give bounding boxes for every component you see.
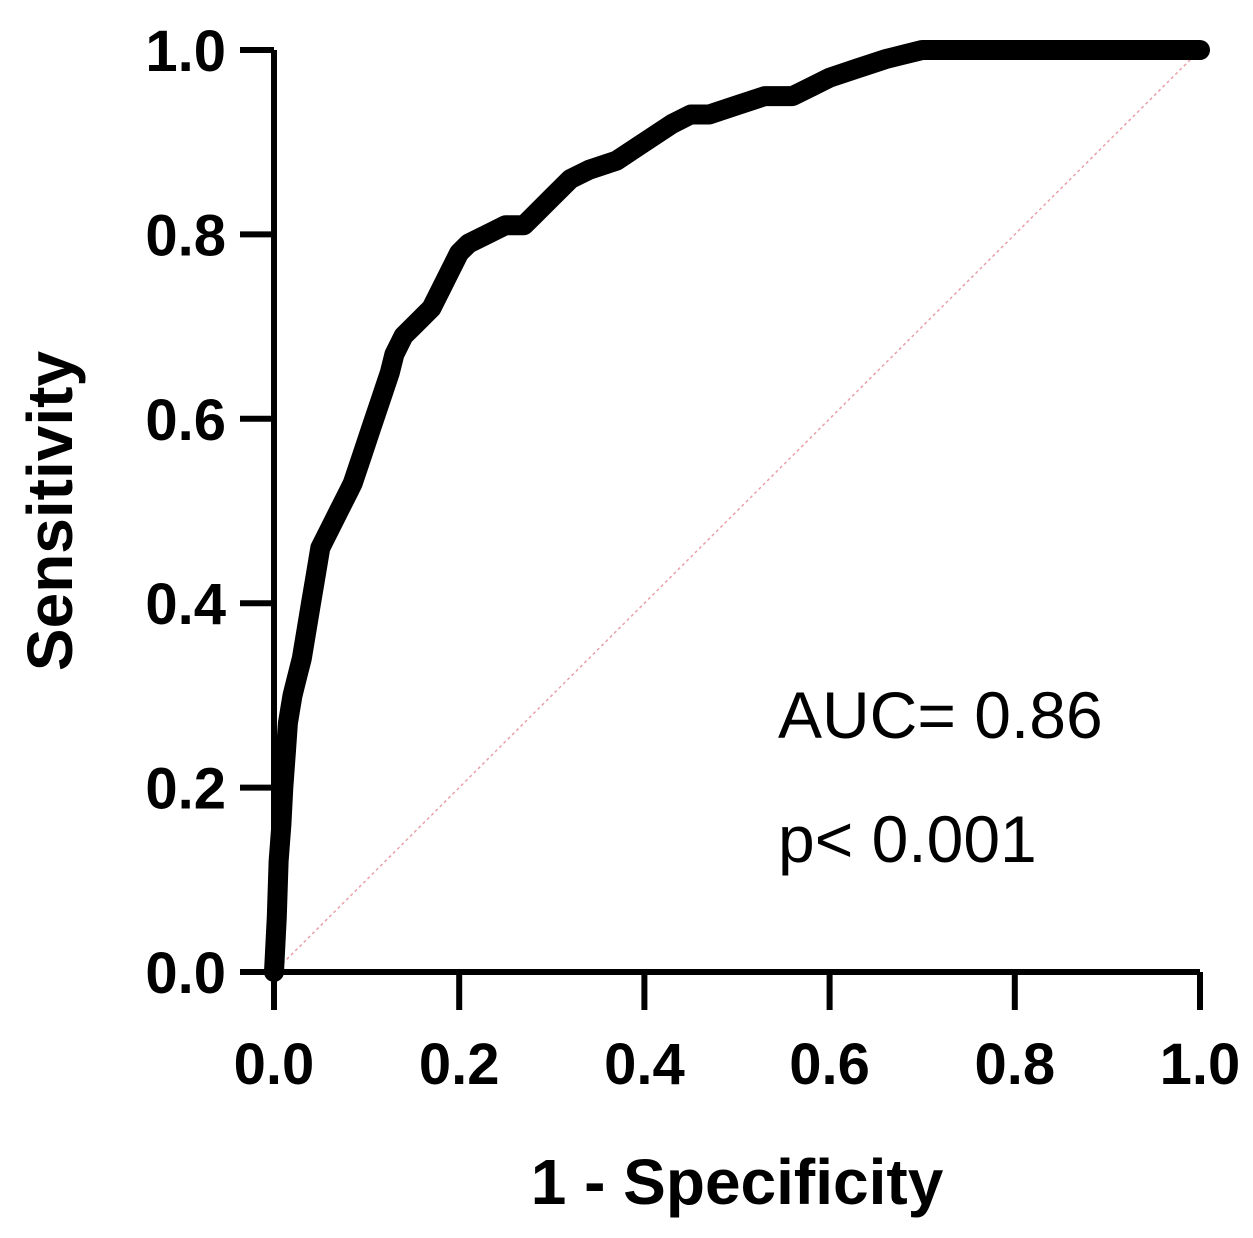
y-tick-label: 0.4 xyxy=(145,572,226,637)
y-tick-label: 0.8 xyxy=(145,203,226,268)
x-tick-label: 0.0 xyxy=(234,1032,315,1097)
x-tick-label: 0.2 xyxy=(419,1032,500,1097)
y-tick-label: 1.0 xyxy=(145,19,226,84)
y-tick-label: 0.2 xyxy=(145,757,226,822)
x-tick-label: 0.8 xyxy=(974,1032,1055,1097)
p-value-annotation: p< 0.001 xyxy=(778,802,1037,876)
y-axis-ticks: 0.0 0.2 0.4 0.6 0.8 1.0 xyxy=(145,19,274,1006)
x-tick-label: 0.4 xyxy=(604,1032,685,1097)
y-tick-label: 0.6 xyxy=(145,388,226,453)
auc-annotation: AUC= 0.86 xyxy=(778,678,1103,752)
x-tick-label: 1.0 xyxy=(1160,1032,1241,1097)
x-axis-title: 1 - Specificity xyxy=(531,1146,944,1218)
y-tick-label: 0.0 xyxy=(145,941,226,1006)
reference-diagonal-line xyxy=(273,49,1201,973)
x-axis-ticks: 0.0 0.2 0.4 0.6 0.8 1.0 xyxy=(234,972,1241,1097)
y-axis-title: Sensitivity xyxy=(14,351,86,672)
x-tick-label: 0.6 xyxy=(789,1032,870,1097)
roc-curve-line xyxy=(264,40,1210,982)
